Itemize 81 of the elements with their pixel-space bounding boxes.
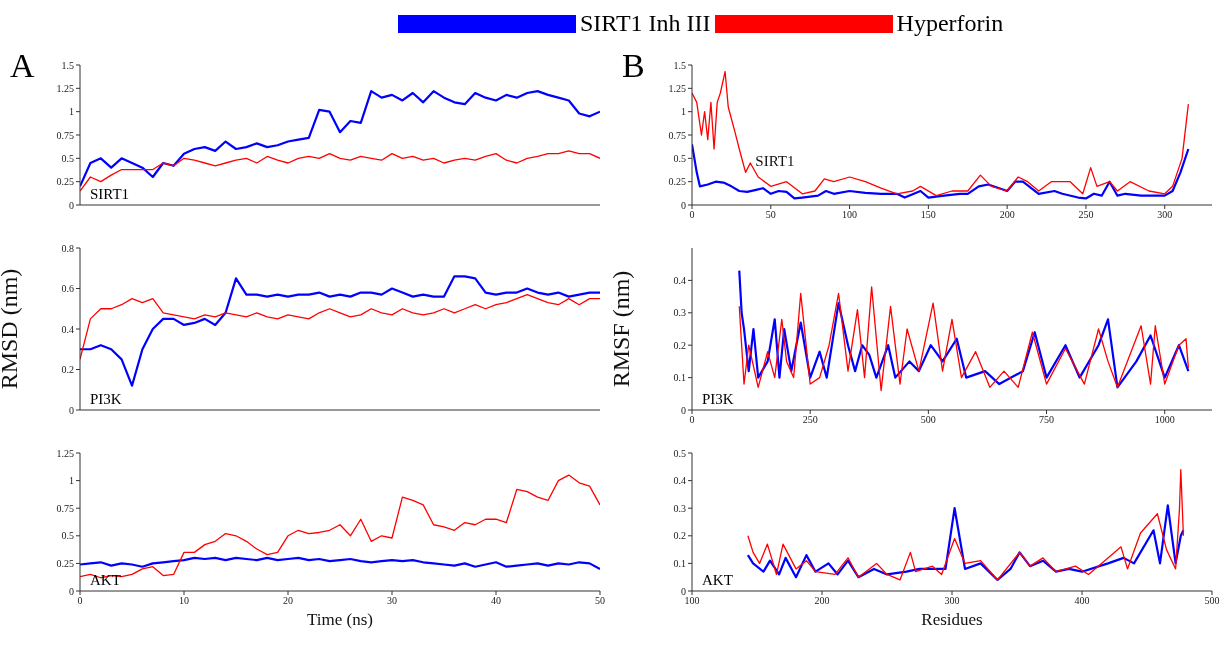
y-tick-label: 0 [69,404,74,416]
y-tick-label: 0.2 [673,339,686,351]
y-tick-label: 0.6 [61,283,74,295]
chart-title: B [622,47,645,85]
x-axis-title: Time (ns) [307,610,373,629]
x-tick-label: 100 [842,209,858,221]
x-tick-label: 200 [814,595,830,607]
x-tick-label: 0 [77,595,83,607]
y-tick-label: 1.25 [56,82,74,94]
y-tick-label: 0.4 [673,274,686,286]
x-tick-label: 300 [944,595,960,607]
annotation: SIRT1 [90,186,130,202]
x-tick-label: 0 [689,414,695,426]
x-tick-label: 1000 [1154,414,1175,426]
x-tick-label: 10 [179,595,189,607]
y-tick-label: 0 [69,585,74,597]
y-tick-label: 0.3 [673,502,686,514]
line-series [738,269,1190,389]
y-tick-label: 0.5 [61,530,74,542]
y-tick-label: 0.3 [673,307,686,319]
x-tick-label: 30 [387,595,397,607]
y-tick-label: 0.1 [673,372,686,384]
annotation: PI3K [90,391,122,407]
x-tick-label: 150 [920,209,936,221]
y-tick-label: 0.5 [61,152,74,164]
x-tick-label: 40 [491,595,501,607]
y-tick-label: 1 [69,106,74,118]
y-tick-label: 0 [681,404,686,416]
y-tick-label: 1.25 [668,82,686,94]
y-tick-label: 0.25 [56,557,74,569]
y-tick-label: 0 [681,199,686,211]
y-tick-label: 1.5 [673,59,686,71]
line-series [80,90,600,188]
y-tick-label: 0.2 [61,364,74,376]
y-tick-label: 0.25 [56,176,74,188]
y-tick-label: 0.5 [673,152,686,164]
line-series [80,556,600,571]
line-series [738,286,1190,392]
y-tick-label: 0.1 [673,557,686,569]
y-tick-label: 1 [69,475,74,487]
y-tick-label: 0.75 [668,129,686,141]
y-tick-label: 0.2 [673,530,686,542]
line-series [692,70,1190,197]
x-tick-label: 250 [802,414,818,426]
x-tick-label: 50 [595,595,605,607]
y-tick-label: 1 [681,106,686,118]
y-tick-label: 0 [681,585,686,597]
annotation: AKT [90,572,121,588]
annotation: AKT [702,572,733,588]
x-tick-label: 400 [1074,595,1090,607]
x-tick-label: 20 [283,595,293,607]
y-tick-label: 0.5 [673,447,686,459]
line-series [746,504,1185,582]
text: Hyperforin [896,10,1004,37]
text: SIRT1 Inh III [580,10,711,37]
annotation: PI3K [702,391,734,407]
x-tick-label: 300 [1157,209,1173,221]
x-tick-label: 50 [765,209,776,221]
chart-title: A [10,47,35,85]
y-tick-label: 0.4 [61,323,74,335]
x-tick-label: 250 [1078,209,1094,221]
y-tick-label: 0 [69,199,74,211]
y-tick-label: 0.4 [673,475,686,487]
y-axis-title: RMSF (nm) [607,270,634,388]
y-tick-label: 1.25 [56,447,74,459]
x-tick-label: 0 [689,209,695,221]
y-tick-label: 0.75 [56,502,74,514]
y-tick-label: 0.25 [668,176,686,188]
y-tick-label: 0.8 [61,242,74,254]
x-axis-title: Residues [921,610,983,629]
y-tick-label: 1.5 [61,59,74,71]
x-tick-label: 100 [684,595,700,607]
x-tick-label: 750 [1039,414,1055,426]
annotation: SIRT1 [755,153,795,170]
x-tick-label: 500 [1204,595,1220,607]
y-tick-label: 0.75 [56,129,74,141]
line-series [747,468,1185,581]
x-tick-label: 500 [920,414,936,426]
x-tick-label: 200 [999,209,1015,221]
y-axis-title: RMSD (nm) [0,268,22,390]
line-series [80,275,600,387]
